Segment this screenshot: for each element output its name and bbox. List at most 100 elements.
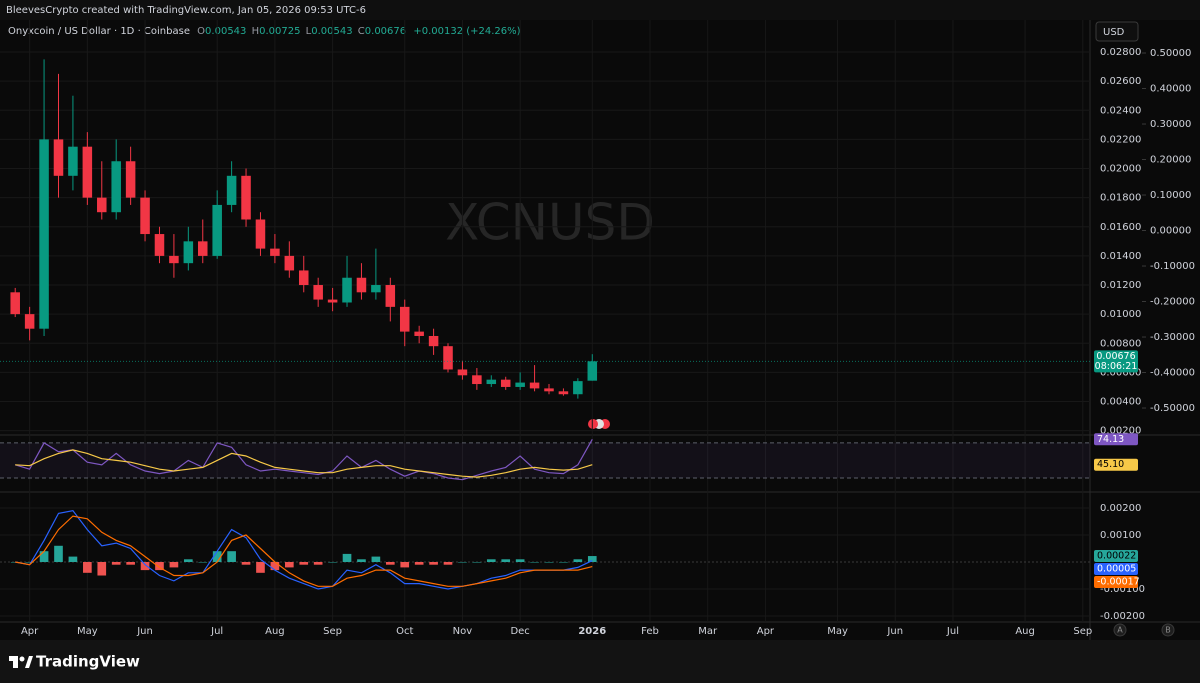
- candle-body: [529, 382, 540, 389]
- x-tick-label: Apr: [757, 626, 775, 637]
- y-tick-label: 0.00200: [1100, 426, 1141, 437]
- candle-body: [53, 139, 64, 176]
- histogram-bar: [400, 562, 410, 568]
- candle-body: [125, 161, 136, 198]
- currency-button[interactable]: [1095, 21, 1139, 42]
- scale-button-label[interactable]: B: [1165, 626, 1171, 635]
- scale-button[interactable]: [1113, 623, 1127, 637]
- y-tick-label: 0.02200: [1100, 134, 1141, 145]
- x-tick-label: May: [77, 626, 98, 637]
- y-tick-label: 0.02600: [1100, 76, 1141, 87]
- candle-body: [111, 161, 121, 213]
- candle-body: [399, 306, 410, 332]
- ohlc-key: O: [197, 26, 205, 37]
- currency-label[interactable]: USD: [1103, 27, 1125, 38]
- rsi-line: [15, 439, 593, 481]
- candle-body: [140, 197, 150, 235]
- candle-body: [284, 255, 295, 271]
- y2-tick-label: -0.40000: [1150, 368, 1195, 379]
- value-label-box: [1094, 433, 1138, 446]
- signal-line: [15, 515, 593, 587]
- histogram-bar: [184, 559, 193, 562]
- ohlc-value: 0.00543: [205, 26, 246, 37]
- histogram-bar: [573, 559, 583, 562]
- value-label: 45.10: [1097, 459, 1124, 470]
- y-tick-label: 0.01400: [1100, 251, 1141, 262]
- histogram-bar: [212, 551, 222, 562]
- y-tick-label: 0.02000: [1100, 164, 1141, 175]
- event-flags: [588, 419, 610, 429]
- y2-tick-label: 0.30000: [1150, 119, 1191, 130]
- candle-body: [68, 146, 78, 176]
- value-label: -0.00017: [1097, 577, 1140, 588]
- candle-body: [82, 146, 93, 198]
- candle-body: [573, 381, 583, 395]
- y-tick-label: 0.00100: [1100, 530, 1141, 541]
- y2-tick-label: 0.40000: [1150, 84, 1191, 95]
- value-label: 0.00005: [1097, 564, 1136, 575]
- x-tick-label: Oct: [396, 626, 413, 637]
- histogram-bar: [587, 556, 597, 562]
- value-label: 0.00022: [1097, 551, 1136, 562]
- y-tick-label: 0.01200: [1100, 280, 1141, 291]
- candle-body: [298, 270, 309, 286]
- histogram-bar: [126, 562, 135, 565]
- x-tick-label: Aug: [1015, 626, 1035, 637]
- value-label: 74.13: [1097, 434, 1124, 445]
- candle-body: [39, 139, 49, 329]
- candle-body: [10, 292, 20, 315]
- x-tick-label: Sep: [323, 626, 342, 637]
- ohlc-key: L: [306, 26, 312, 37]
- candle-body: [197, 241, 208, 256]
- histogram-bar: [299, 562, 309, 565]
- symbol: Onyxcoin / US Dollar · 1D · Coinbase: [8, 26, 190, 37]
- candle-body: [544, 388, 554, 392]
- histogram-bar: [501, 559, 511, 562]
- candle-body: [428, 335, 439, 347]
- tv-logo: [9, 656, 33, 668]
- candle-body: [443, 346, 453, 370]
- histogram-bar: [443, 562, 453, 565]
- x-tick-label: Jun: [886, 626, 903, 637]
- x-tick-label: Apr: [21, 626, 39, 637]
- x-tick-label: Nov: [453, 626, 473, 637]
- ohlc-key: H: [252, 26, 260, 37]
- histogram-bar: [559, 562, 568, 563]
- candle-body: [270, 248, 280, 256]
- attribution: BleevesCrypto created with TradingView.c…: [6, 5, 366, 16]
- last-price-box: [1094, 350, 1138, 373]
- value-label-box: [1094, 550, 1138, 563]
- y-tick-label: 0.01600: [1100, 222, 1141, 233]
- candle-body: [414, 331, 424, 336]
- histogram-bar: [313, 562, 323, 565]
- ohlc-value: 0.00676: [365, 26, 406, 37]
- value-label-box: [1094, 563, 1138, 576]
- histogram-bar: [198, 562, 208, 563]
- histogram-bar: [429, 562, 438, 565]
- y-tick-label: 0.00400: [1100, 397, 1141, 408]
- y-tick-label: -0.00100: [1100, 584, 1145, 595]
- brand: TradingView: [36, 653, 140, 671]
- scale-button[interactable]: [1161, 623, 1175, 637]
- ohlc-value: 0.00543: [311, 26, 352, 37]
- x-tick-label: May: [827, 626, 848, 637]
- y-tick-label: -0.00200: [1100, 611, 1145, 622]
- candle-body: [515, 382, 525, 387]
- y-tick-label: 0.00800: [1100, 338, 1141, 349]
- histogram-bar: [342, 553, 352, 562]
- histogram-bar: [486, 559, 496, 562]
- scale-button-label[interactable]: A: [1117, 626, 1123, 635]
- histogram-bar: [472, 562, 482, 563]
- candle-body: [212, 204, 222, 256]
- watermark: XCNUSD: [445, 194, 655, 252]
- y2-tick-label: -0.30000: [1150, 332, 1195, 343]
- histogram-bar: [155, 562, 164, 571]
- candle-body: [154, 234, 165, 256]
- ohlc-key: C: [358, 26, 365, 37]
- histogram-bar: [39, 551, 49, 562]
- candle-body: [97, 197, 107, 213]
- value-label-box: [1094, 458, 1138, 471]
- histogram-bar: [256, 562, 265, 573]
